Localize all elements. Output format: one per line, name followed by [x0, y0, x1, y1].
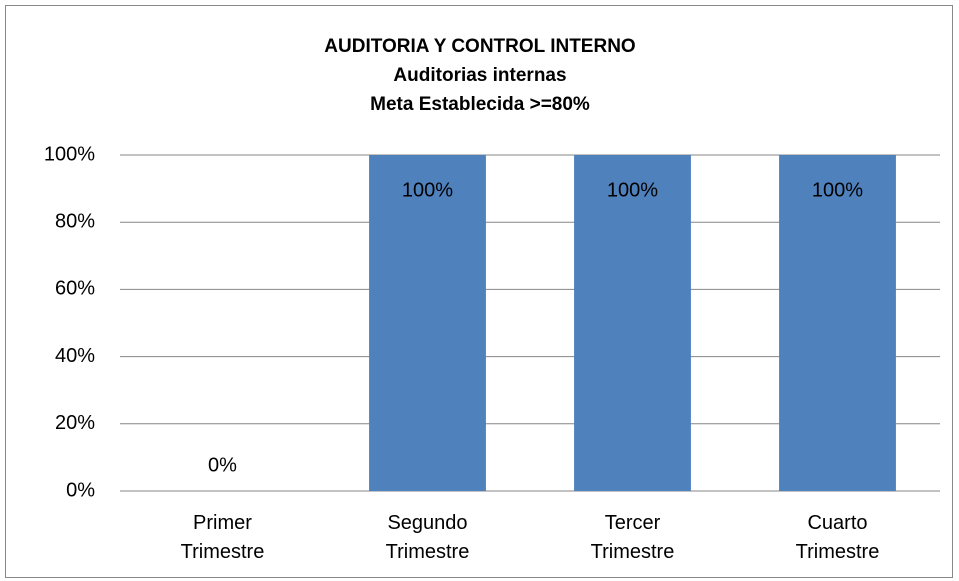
y-tick-label: 80%	[55, 210, 95, 232]
bar	[369, 155, 486, 491]
data-label: 100%	[812, 179, 863, 201]
chart-title: AUDITORIA Y CONTROL INTERNO	[324, 36, 635, 57]
y-tick-label: 20%	[55, 412, 95, 434]
data-label: 100%	[607, 179, 658, 201]
data-label: 0%	[208, 454, 237, 476]
bar	[779, 155, 896, 491]
data-label: 100%	[402, 179, 453, 201]
chart-note: Meta Establecida >=80%	[370, 94, 590, 115]
y-tick-label: 100%	[44, 143, 95, 165]
x-tick-label: Cuarto Trimestre	[796, 512, 880, 563]
y-tick-label: 0%	[66, 479, 95, 501]
x-tick-label: Primer Trimestre	[181, 512, 265, 563]
bar	[574, 155, 691, 491]
chart-subtitle: Auditorias internas	[393, 65, 566, 86]
x-tick-label: Segundo Trimestre	[386, 512, 470, 563]
x-tick-label: Tercer Trimestre	[591, 512, 675, 563]
y-tick-label: 60%	[55, 278, 95, 300]
y-tick-label: 40%	[55, 345, 95, 367]
